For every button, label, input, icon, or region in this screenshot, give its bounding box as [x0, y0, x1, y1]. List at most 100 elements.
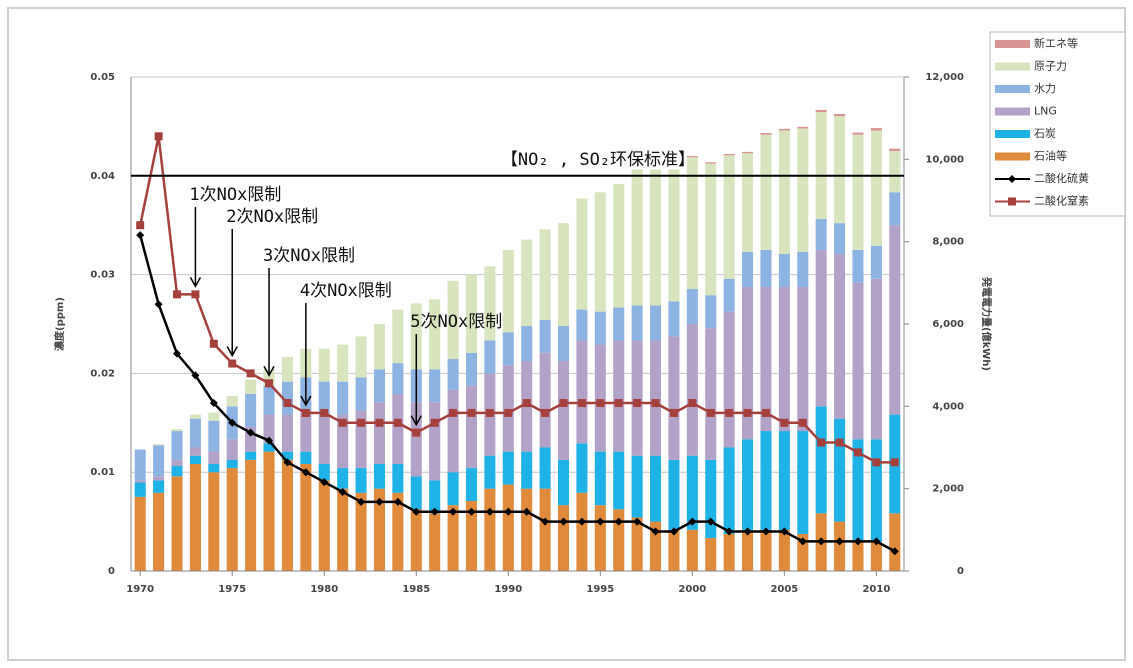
line-marker: [393, 497, 402, 506]
bar-segment: [870, 439, 882, 543]
bar-segment: [318, 414, 330, 464]
line-marker: [228, 359, 237, 368]
legend-label: 二酸化窒素: [1034, 194, 1089, 208]
line-marker: [393, 418, 402, 427]
line-marker: [725, 408, 734, 417]
line-marker: [725, 527, 734, 536]
line-marker: [669, 527, 678, 536]
bar-segment: [650, 169, 662, 306]
bar-segment: [668, 459, 680, 530]
bar-segment: [686, 289, 698, 324]
x-tick-label: 1970: [126, 584, 154, 595]
bar-segment: [613, 184, 625, 308]
bar-segment: [870, 542, 882, 571]
line-marker: [301, 468, 310, 477]
legend-swatch: [995, 107, 1030, 116]
bar-segment: [834, 223, 846, 255]
bar-segment: [484, 455, 496, 489]
bar-segment: [281, 356, 293, 382]
bar-segment: [392, 492, 404, 571]
bar-segment: [226, 468, 238, 571]
bar-segment: [557, 361, 570, 460]
annotation-arrowhead: [263, 365, 275, 377]
line-marker: [522, 507, 531, 516]
bar-segment: [373, 488, 385, 571]
bar-segment: [171, 476, 183, 571]
line-marker: [449, 507, 458, 516]
bar-segment: [668, 529, 680, 571]
line-marker: [173, 349, 182, 358]
bar-segment: [171, 431, 183, 460]
bar-segment: [447, 358, 459, 390]
bar-segment: [557, 326, 570, 362]
bar-segment: [502, 451, 514, 485]
bar-segment: [153, 480, 165, 493]
bar-segment: [539, 447, 551, 489]
bar-segment: [263, 443, 275, 452]
bar-segment: [760, 286, 772, 432]
line-marker: [688, 399, 697, 408]
bar-segment: [208, 451, 220, 464]
bar-segment: [650, 455, 662, 522]
bar-segment: [245, 426, 257, 452]
line-marker: [651, 399, 660, 408]
bar-segment: [705, 538, 717, 571]
x-tick-label: 2005: [770, 584, 798, 595]
line-marker: [596, 517, 605, 526]
line-marker: [136, 221, 145, 230]
line-marker: [430, 507, 439, 516]
line-marker: [706, 408, 715, 417]
line-marker: [283, 399, 292, 408]
line-marker: [541, 408, 550, 417]
bar-segment: [613, 340, 625, 452]
bar-segment: [300, 451, 312, 464]
line-marker: [577, 517, 586, 526]
annotation-label: 4次NOx限制: [300, 281, 392, 301]
line-marker: [504, 408, 513, 417]
bar-segment: [834, 418, 846, 522]
bar-segment: [300, 410, 312, 452]
line-marker: [191, 371, 200, 380]
annotation-arrowhead: [226, 346, 238, 358]
bar-segment: [686, 324, 698, 456]
bar-segment: [797, 126, 809, 129]
bar-segment: [447, 472, 459, 506]
bar-segment: [889, 192, 901, 226]
bar-segment: [760, 249, 772, 287]
annotation-label: 1次NOx限制: [189, 185, 281, 205]
bar-segment: [447, 280, 459, 359]
bar-segment: [613, 451, 625, 510]
line-marker: [320, 478, 329, 487]
line-marker: [522, 399, 531, 408]
bar-segment: [705, 163, 717, 296]
annotation-label: 2次NOx限制: [226, 207, 318, 227]
bar-segment: [429, 369, 441, 403]
y2-tick-label: 10,000: [925, 154, 964, 165]
annotation-label: 5次NOx限制: [410, 312, 502, 332]
bar-segment: [171, 466, 183, 477]
bar-segment: [465, 468, 478, 502]
bar-segment: [318, 381, 330, 415]
y-tick-label: 0.02: [90, 368, 115, 379]
bar-segment: [557, 505, 570, 571]
line-marker: [338, 487, 347, 496]
line-marker: [798, 418, 807, 427]
bar-segment: [705, 295, 717, 329]
line-marker: [412, 428, 421, 437]
line-marker: [872, 537, 881, 546]
bar-segment: [355, 410, 367, 469]
bar-segment: [226, 459, 238, 469]
line-marker: [375, 497, 384, 506]
bar-segment: [594, 311, 606, 345]
bar-segment: [686, 455, 698, 530]
bar-segment: [760, 134, 772, 250]
legend-label: 原子力: [1034, 60, 1067, 73]
line-marker: [1008, 175, 1016, 183]
bar-segment: [834, 521, 846, 571]
bar-segment: [686, 529, 698, 571]
line-marker: [596, 399, 605, 408]
line-marker: [412, 507, 421, 516]
bar-segment: [834, 116, 846, 224]
x-tick-label: 1985: [402, 584, 430, 595]
